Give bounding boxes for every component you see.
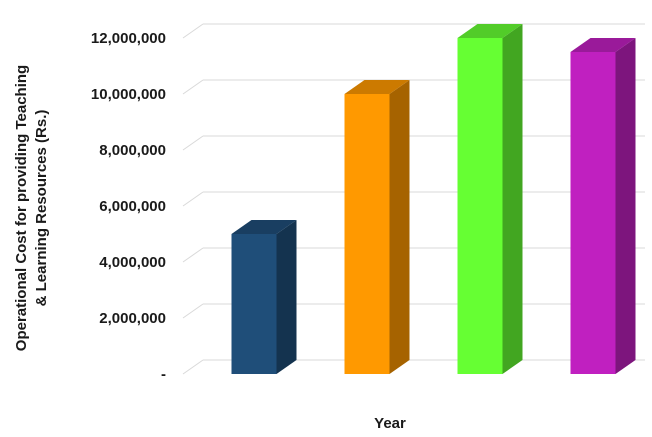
gridline-depth: [182, 191, 204, 207]
y-axis-title-line-2: & Learning Resources (Rs.): [33, 110, 50, 307]
y-axis-title: Operational Cost for providing Teaching …: [13, 65, 50, 351]
bar: [344, 80, 410, 374]
bar-front: [570, 52, 616, 374]
y-tick-label: 2,000,000: [99, 310, 166, 327]
bar-top: [344, 80, 410, 94]
gridline-depth: [182, 359, 204, 375]
bar-front: [457, 38, 503, 374]
bar-front: [344, 94, 390, 374]
y-axis-tick-labels: - 2,000,000 4,000,000 6,000,000 8,000,000 10,…: [91, 30, 166, 383]
bars: [231, 24, 636, 374]
bar-side: [389, 80, 410, 374]
gridline-depth: [182, 303, 204, 319]
bar-front: [231, 234, 277, 374]
bar: [231, 220, 297, 374]
bar-top: [231, 220, 297, 234]
y-tick-label: 10,000,000: [91, 86, 166, 103]
bar: [457, 24, 523, 374]
gridline-depth: [182, 135, 204, 151]
gridline-depth: [182, 23, 204, 39]
y-tick-label: 12,000,000: [91, 30, 166, 47]
bar-top: [570, 38, 636, 52]
y-axis-title-line-1: Operational Cost for providing Teaching: [13, 65, 30, 351]
y-tick-label: -: [161, 366, 166, 383]
y-tick-label: 4,000,000: [99, 254, 166, 271]
gridline-depth: [182, 79, 204, 95]
y-tick-label: 8,000,000: [99, 142, 166, 159]
x-axis-title: Year: [374, 415, 406, 432]
bar-side: [276, 220, 297, 374]
bar-top: [457, 24, 523, 38]
bar: [570, 38, 636, 374]
bar-side: [502, 24, 523, 374]
gridline-depth: [182, 247, 204, 263]
bar-side: [615, 38, 636, 374]
y-tick-label: 6,000,000: [99, 198, 166, 215]
